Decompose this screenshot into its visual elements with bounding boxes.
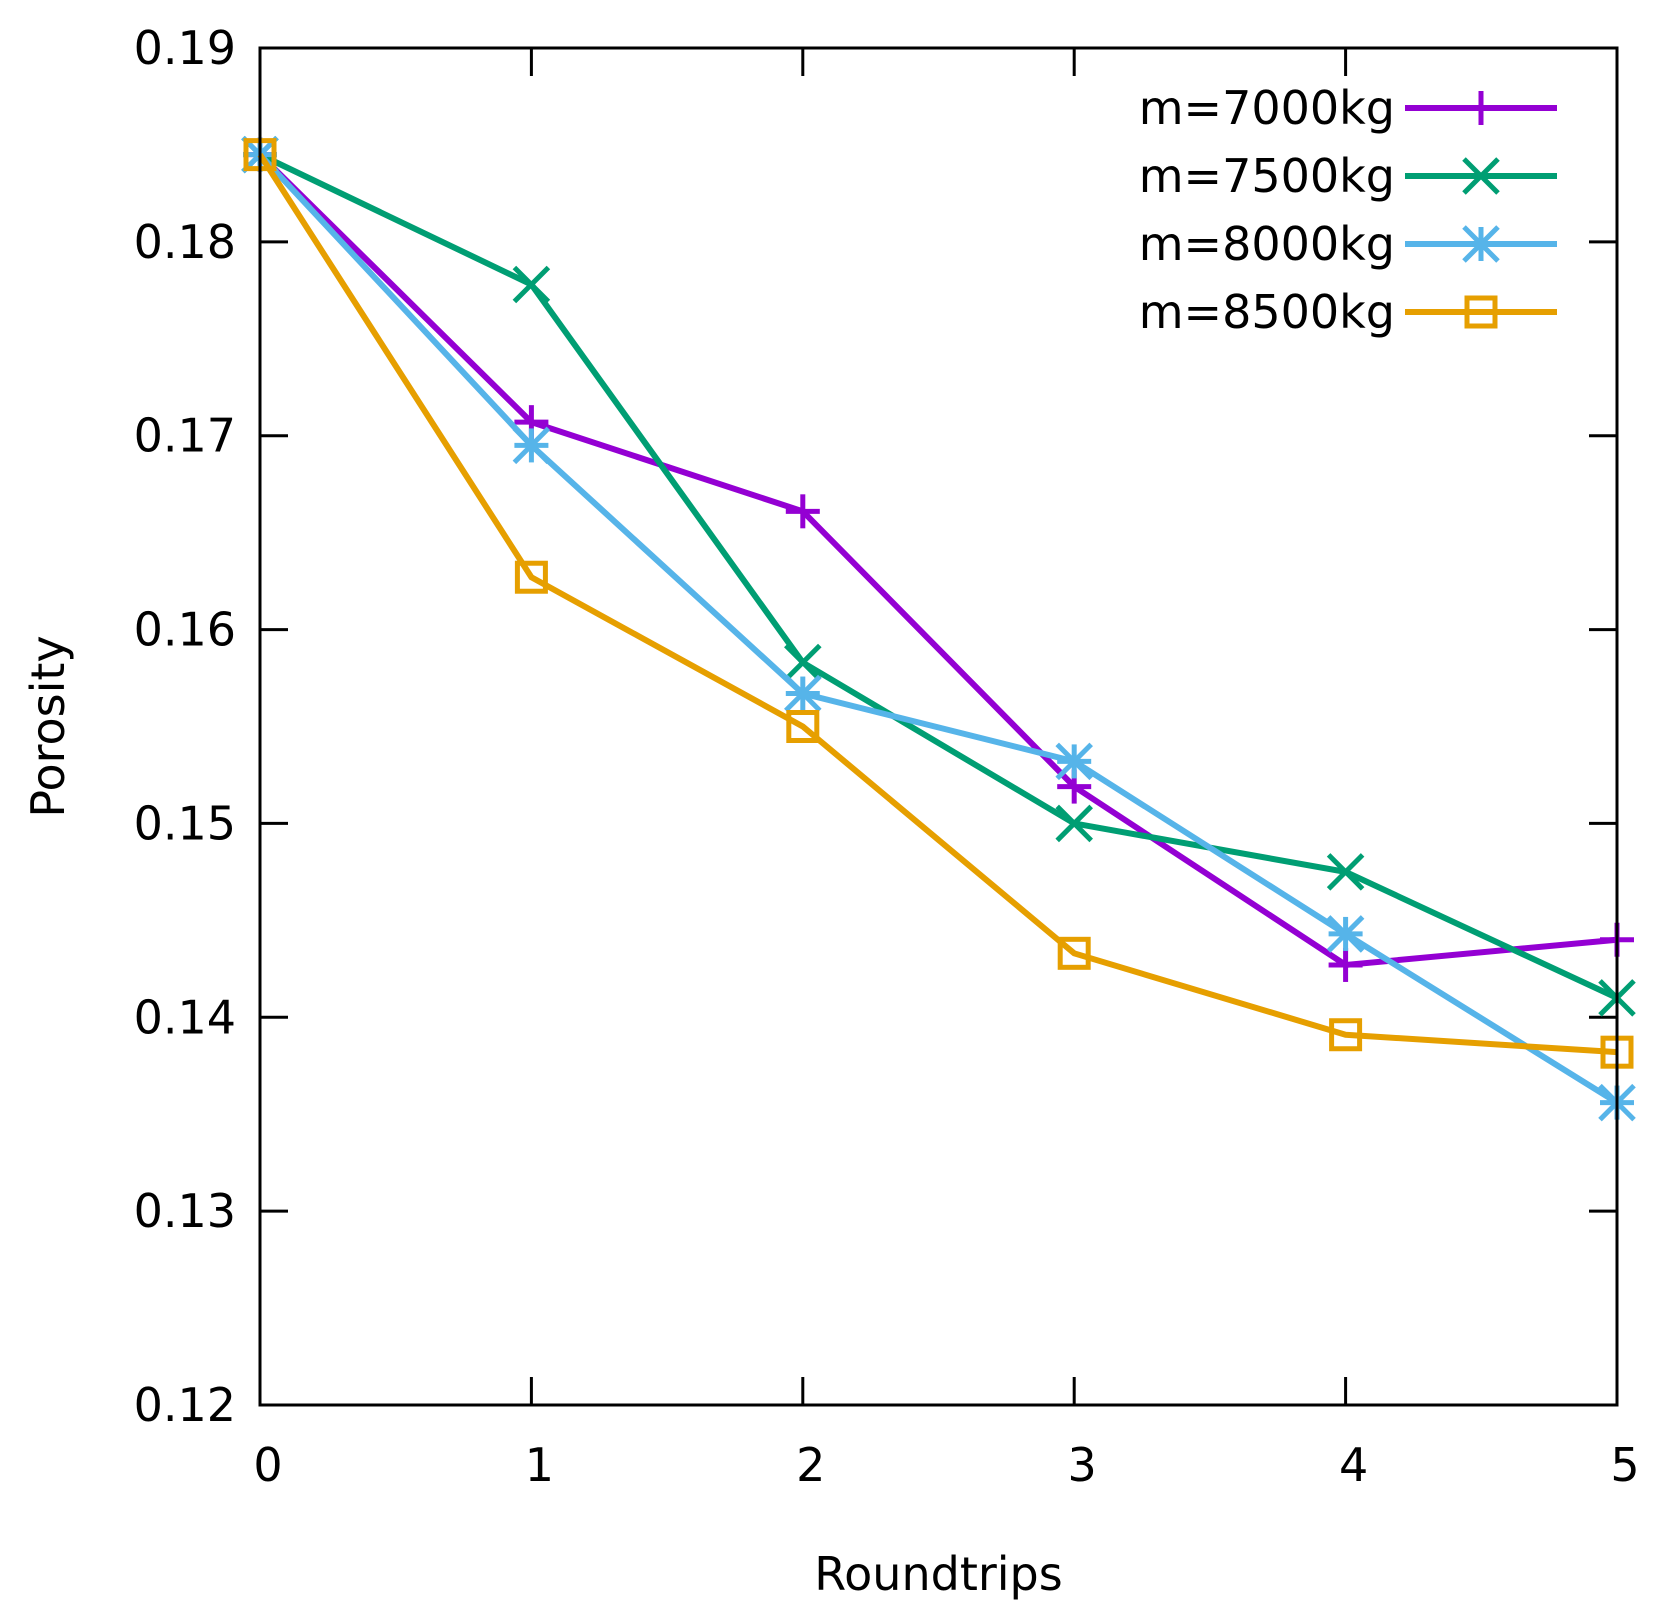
- y-tick-marks: [260, 46, 1617, 1407]
- legend-entry: m=7500kg: [1139, 149, 1557, 203]
- data-point: [514, 560, 548, 594]
- data-point: [512, 426, 551, 465]
- series-line: [257, 153, 1618, 1056]
- series-m=8000kg: [241, 135, 1636, 1122]
- y-tick-label: 0.15: [134, 796, 236, 850]
- data-point: [786, 710, 820, 743]
- data-point: [1057, 936, 1091, 970]
- legend-marker: [1464, 91, 1498, 125]
- legend-marker: [1464, 295, 1498, 329]
- legend-marker: [1462, 225, 1500, 263]
- x-tick-label: 1: [525, 1438, 554, 1492]
- y-tick-label: 0.14: [134, 990, 236, 1044]
- x-tick-label: 2: [796, 1438, 825, 1492]
- legend-entry: m=8500kg: [1139, 285, 1557, 339]
- legend-label: m=8500kg: [1139, 285, 1395, 339]
- data-point: [785, 494, 820, 529]
- legend-entry: m=8000kg: [1139, 217, 1557, 271]
- series-m=7500kg: [241, 135, 1636, 1017]
- legend-entry: m=7000kg: [1139, 81, 1557, 135]
- y-axis-label: Porosity: [21, 635, 75, 817]
- series-group: [241, 135, 1636, 1122]
- legend-marker: [1462, 157, 1500, 195]
- x-tick-labels: 0 1 2 3 4 5: [253, 1438, 1639, 1492]
- plot-frame: [258, 46, 1619, 1407]
- x-tick-label: 0: [253, 1438, 282, 1492]
- data-point: [1329, 1018, 1363, 1052]
- x-tick-label: 5: [1610, 1438, 1639, 1492]
- data-point: [784, 643, 822, 682]
- x-tick-label: 4: [1339, 1438, 1368, 1492]
- data-point: [1055, 742, 1093, 781]
- series-m=7000kg: [243, 137, 1634, 982]
- x-axis-label: Roundtrips: [814, 1547, 1062, 1601]
- data-point: [512, 265, 551, 304]
- data-point: [1326, 853, 1365, 891]
- data-point: [784, 674, 822, 713]
- series-line: [258, 151, 1619, 1001]
- legend: m=7000kg m=7500kg m=8000kg m=8500kg: [1139, 81, 1557, 339]
- x-tick-label: 3: [1068, 1438, 1097, 1492]
- data-point: [1055, 804, 1093, 843]
- y-tick-labels: 0.12 0.13 0.14 0.15 0.16 0.17 0.18 0.19: [134, 21, 236, 1432]
- y-tick-label: 0.13: [134, 1184, 236, 1238]
- data-point: [1328, 947, 1363, 982]
- y-tick-label: 0.18: [134, 215, 236, 269]
- series-line: [257, 152, 1619, 1106]
- legend-label: m=8000kg: [1139, 217, 1395, 271]
- y-tick-label: 0.16: [134, 603, 236, 657]
- series-m=8500kg: [243, 138, 1634, 1069]
- y-tick-label: 0.17: [134, 409, 236, 463]
- data-point: [1326, 915, 1365, 953]
- y-tick-label: 0.19: [134, 21, 236, 75]
- y-tick-label: 0.12: [134, 1378, 236, 1432]
- legend-label: m=7000kg: [1139, 81, 1395, 135]
- legend-label: m=7500kg: [1139, 149, 1395, 203]
